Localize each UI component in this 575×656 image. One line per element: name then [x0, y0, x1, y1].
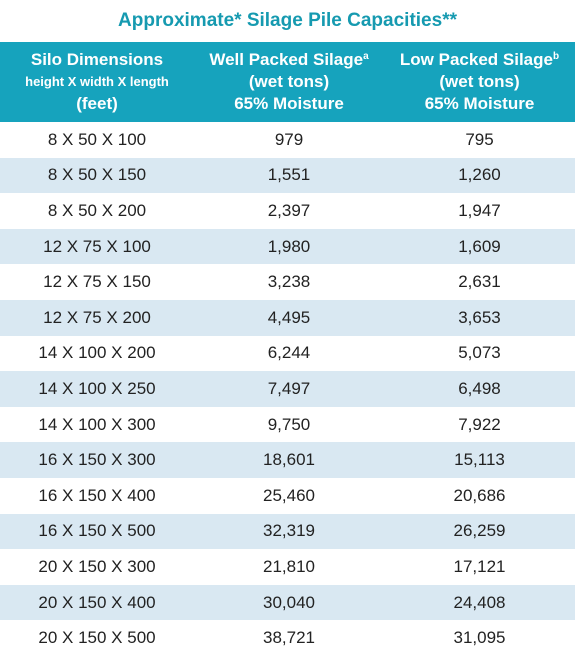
header-low-packed: Low Packed Silageb (wet tons) 65% Moistu…: [384, 42, 575, 122]
cell-low-packed: 15,113: [384, 442, 575, 478]
cell-well-packed: 2,397: [267, 200, 311, 220]
header-unit: (wet tons): [439, 72, 520, 91]
cell-well-packed: 9,750: [267, 414, 311, 434]
cell-low-packed: 20,686: [453, 485, 506, 505]
cell-low-packed: 24,408: [384, 584, 575, 621]
cell-well-packed: 7,497: [194, 371, 384, 407]
cell-silo-dimensions: 16 X 150 X 500: [0, 513, 194, 550]
header-label: Well Packed Silage: [209, 50, 364, 69]
cell-well-packed: 4,495: [194, 299, 384, 336]
header-unit: (wet tons): [248, 72, 330, 91]
cell-silo-dimensions: 14 X 100 X 250: [0, 371, 194, 407]
table-row: 14 X 100 X 200 6,244 5,073: [0, 336, 575, 372]
cell-low-packed: 7,922: [458, 414, 501, 434]
table-row: 8 X 50 X 100 979 795: [0, 122, 575, 158]
header-label: Low Packed Silage: [399, 50, 553, 69]
cell-silo-dimensions: 14 X 100 X 300: [38, 414, 156, 434]
cell-well-packed: 18,601: [194, 442, 384, 478]
table-row: 12 X 75 X 150 3,238 2,631: [0, 264, 575, 300]
cell-silo-dimensions: 12 X 75 X 100: [0, 228, 194, 265]
header-well-packed: Well Packed Silagea (wet tons) 65% Moist…: [194, 42, 384, 122]
table-row: 20 X 150 X 300 21,810 17,121: [0, 549, 575, 585]
cell-well-packed: 6,244: [267, 343, 311, 363]
cell-well-packed: 38,721: [263, 628, 315, 648]
cell-low-packed: 795: [465, 129, 494, 149]
cell-low-packed: 2,631: [458, 272, 501, 292]
footnote-marker: b: [552, 51, 560, 62]
header-sublabel: height X width X length: [25, 74, 169, 89]
cell-silo-dimensions: 16 X 150 X 400: [38, 485, 156, 505]
cell-well-packed: 25,460: [263, 485, 315, 505]
cell-well-packed: 979: [274, 129, 304, 149]
header-silo-dimensions: Silo Dimensions height X width X length …: [0, 42, 194, 122]
footnote-marker: a: [363, 51, 369, 62]
table-row: 8 X 50 X 150 1,551 1,260: [0, 157, 575, 194]
capacity-table: Silo Dimensions height X width X length …: [0, 42, 575, 656]
cell-silo-dimensions: 14 X 100 X 200: [38, 343, 156, 363]
cell-silo-dimensions: 8 X 50 X 150: [0, 157, 194, 194]
cell-low-packed: 31,095: [453, 628, 506, 648]
table-row: 20 X 150 X 400 30,040 24,408: [0, 584, 575, 621]
cell-low-packed: 5,073: [458, 343, 501, 363]
table-row: 16 X 150 X 500 32,319 26,259: [0, 513, 575, 550]
cell-low-packed: 1,947: [458, 200, 501, 220]
cell-silo-dimensions: 20 X 150 X 400: [0, 584, 194, 621]
cell-well-packed: 30,040: [194, 584, 384, 621]
cell-silo-dimensions: 12 X 75 X 200: [0, 299, 194, 336]
table-row: 16 X 150 X 300 18,601 15,113: [0, 442, 575, 478]
cell-silo-dimensions: 16 X 150 X 300: [0, 442, 194, 478]
header-row: Silo Dimensions height X width X length …: [0, 42, 575, 122]
table-row: 12 X 75 X 100 1,980 1,609: [0, 228, 575, 265]
cell-low-packed: 1,260: [384, 157, 575, 194]
header-unit: (feet): [76, 94, 118, 113]
table-row: 20 X 150 X 500 38,721 31,095: [0, 620, 575, 656]
cell-well-packed: 1,980: [194, 228, 384, 265]
cell-low-packed: 3,653: [384, 299, 575, 336]
header-moisture: 65% Moisture: [424, 94, 535, 113]
cell-low-packed: 17,121: [453, 556, 506, 576]
cell-silo-dimensions: 8 X 50 X 100: [47, 129, 147, 149]
header-moisture: 65% Moisture: [234, 94, 344, 113]
table-body: 8 X 50 X 100 979 795 8 X 50 X 150 1,551 1,260…: [0, 122, 575, 656]
cell-low-packed: 1,609: [384, 228, 575, 265]
cell-well-packed: 3,238: [267, 272, 311, 292]
table-row: 14 X 100 X 250 7,497 6,498: [0, 371, 575, 407]
header-label: Silo Dimensions: [30, 50, 164, 69]
table-row: 16 X 150 X 400 25,460 20,686: [0, 478, 575, 514]
cell-silo-dimensions: 20 X 150 X 500: [38, 628, 156, 648]
cell-well-packed: 21,810: [263, 556, 315, 576]
table-row: 12 X 75 X 200 4,495 3,653: [0, 299, 575, 336]
table-row: 14 X 100 X 300 9,750 7,922: [0, 407, 575, 443]
table-row: 8 X 50 X 200 2,397 1,947: [0, 193, 575, 229]
cell-silo-dimensions: 12 X 75 X 150: [43, 272, 151, 292]
cell-low-packed: 26,259: [384, 513, 575, 550]
cell-low-packed: 6,498: [384, 371, 575, 407]
cell-silo-dimensions: 8 X 50 X 200: [47, 200, 147, 220]
page-title: Approximate* Silage Pile Capacities**: [118, 10, 457, 31]
cell-silo-dimensions: 20 X 150 X 300: [38, 556, 156, 576]
cell-well-packed: 32,319: [194, 513, 384, 550]
cell-well-packed: 1,551: [194, 157, 384, 194]
